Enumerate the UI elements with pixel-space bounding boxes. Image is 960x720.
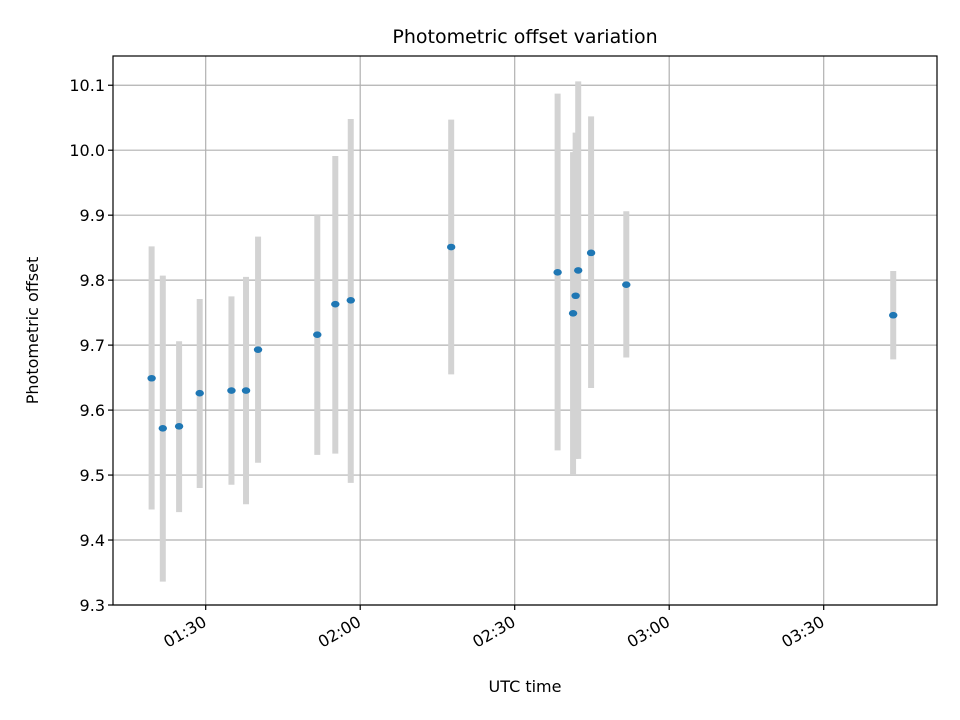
chart-title: Photometric offset variation bbox=[392, 26, 657, 48]
data-point bbox=[346, 296, 355, 304]
y-tick-label: 10.1 bbox=[69, 76, 105, 95]
y-tick-label: 9.5 bbox=[80, 466, 105, 485]
data-point bbox=[553, 269, 562, 276]
x-axis-label: UTC time bbox=[489, 677, 562, 696]
y-tick-label: 9.6 bbox=[80, 401, 105, 420]
data-point bbox=[568, 309, 578, 317]
y-axis-ticks: 9.3 9.4 9.5 9.6 9.7 9.8 9.9 10.0 10.1 bbox=[69, 76, 113, 615]
x-tick-label: 01:30 bbox=[160, 612, 209, 652]
y-tick-label: 9.4 bbox=[80, 531, 105, 550]
data-point bbox=[227, 387, 236, 394]
x-tick-label: 02:30 bbox=[469, 612, 518, 652]
y-axis-label: Photometric offset bbox=[23, 257, 42, 405]
data-point bbox=[174, 423, 184, 430]
data-point bbox=[158, 424, 167, 432]
data-point bbox=[195, 389, 204, 397]
y-tick-label: 9.3 bbox=[80, 596, 105, 615]
data-point bbox=[889, 311, 898, 319]
y-tick-label: 9.8 bbox=[80, 271, 105, 290]
data-point bbox=[586, 249, 596, 257]
grid-layer bbox=[113, 56, 937, 606]
y-tick-label: 9.9 bbox=[80, 206, 105, 225]
x-tick-label: 02:00 bbox=[315, 612, 364, 652]
data-point bbox=[571, 292, 580, 300]
data-point bbox=[147, 374, 156, 382]
x-axis-ticks: 01:30 02:00 02:30 03:00 03:30 bbox=[160, 605, 828, 652]
data-point bbox=[446, 243, 456, 251]
x-tick-label: 03:30 bbox=[778, 612, 827, 652]
data-point bbox=[574, 267, 583, 274]
data-points bbox=[147, 243, 898, 432]
plot-frame bbox=[112, 55, 938, 606]
data-point bbox=[622, 281, 631, 288]
data-point bbox=[331, 300, 340, 308]
error-bars bbox=[148, 81, 897, 582]
y-tick-label: 9.7 bbox=[80, 336, 105, 355]
y-tick-label: 10.0 bbox=[69, 141, 105, 160]
x-tick-label: 03:00 bbox=[624, 612, 673, 652]
data-point bbox=[241, 387, 251, 394]
data-point bbox=[313, 331, 322, 339]
data-point bbox=[253, 346, 263, 353]
